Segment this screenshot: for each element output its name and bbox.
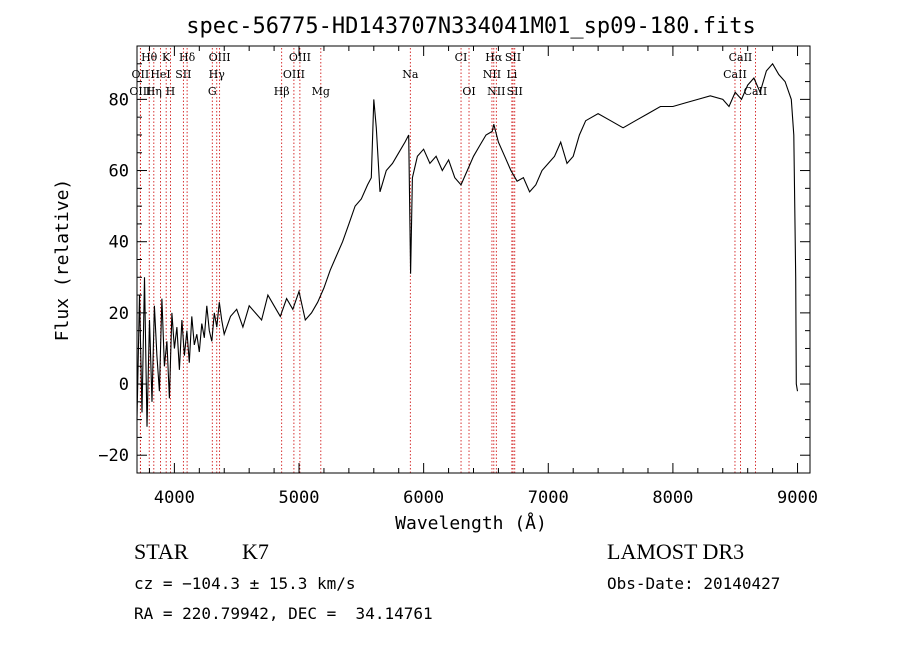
marker-label: G <box>208 85 217 98</box>
marker-lines <box>139 48 756 473</box>
marker-label: SII <box>507 85 523 98</box>
y-axis-label: Flux (relative) <box>52 179 73 342</box>
marker-label: Li <box>506 68 517 81</box>
x-tick-label: 9000 <box>777 488 818 508</box>
marker-label: CaII <box>729 51 753 64</box>
y-tick-label: 60 <box>109 162 129 182</box>
velocity-readout: cz = −104.3 ± 15.3 km/s <box>134 574 356 593</box>
marker-label: Hη <box>146 85 162 98</box>
x-axis: 4000 5000 6000 7000 8000 9000 <box>148 46 818 508</box>
marker-label: OII <box>132 68 150 81</box>
marker-label: CaII <box>723 68 747 81</box>
x-tick-label: 6000 <box>403 488 444 508</box>
marker-label: CI <box>455 51 468 64</box>
x-tick-label: 5000 <box>279 488 320 508</box>
x-tick-label: 8000 <box>652 488 693 508</box>
subclass-label: K7 <box>242 539 269 564</box>
chart-title: spec-56775-HD143707N334041M01_sp09-180.f… <box>186 14 756 39</box>
marker-label: Na <box>402 68 419 81</box>
y-tick-label: 80 <box>109 90 129 110</box>
marker-label: OIII <box>129 85 151 98</box>
marker-label: Hα <box>485 51 503 64</box>
y-tick-label: 0 <box>119 375 129 395</box>
marker-label: OIII <box>209 51 231 64</box>
marker-label: H <box>166 85 176 98</box>
marker-label: NII <box>483 68 501 81</box>
marker-label: SII <box>175 68 191 81</box>
marker-label: HeI <box>150 68 170 81</box>
y-tick-label: 40 <box>109 233 129 253</box>
marker-label: OIII <box>289 51 311 64</box>
marker-label: Mg <box>312 85 330 98</box>
obs-date: Obs-Date: 20140427 <box>607 574 781 593</box>
class-label: STAR <box>134 539 189 564</box>
spectrum-line <box>136 62 799 427</box>
marker-label: Hγ <box>209 68 226 81</box>
y-tick-label: 20 <box>109 304 129 324</box>
survey-label: LAMOST DR3 <box>607 539 745 564</box>
x-tick-label: 7000 <box>528 488 569 508</box>
x-axis-label: Wavelength (Å) <box>395 512 547 534</box>
coordinates-readout: RA = 220.79942, DEC = 34.14761 <box>134 604 433 623</box>
marker-label: Hδ <box>179 51 196 64</box>
marker-label: OI <box>462 85 475 98</box>
marker-label: NII <box>487 85 505 98</box>
marker-label: Hθ <box>141 51 158 64</box>
marker-label: Hβ <box>274 85 290 98</box>
marker-label: K <box>162 51 171 64</box>
marker-label: OIII <box>283 68 305 81</box>
x-tick-label: 4000 <box>154 488 195 508</box>
y-tick-label: −20 <box>98 446 129 466</box>
marker-label: SII <box>505 51 521 64</box>
plot-frame <box>136 45 811 474</box>
y-axis: −20 0 20 40 60 80 <box>98 63 810 466</box>
